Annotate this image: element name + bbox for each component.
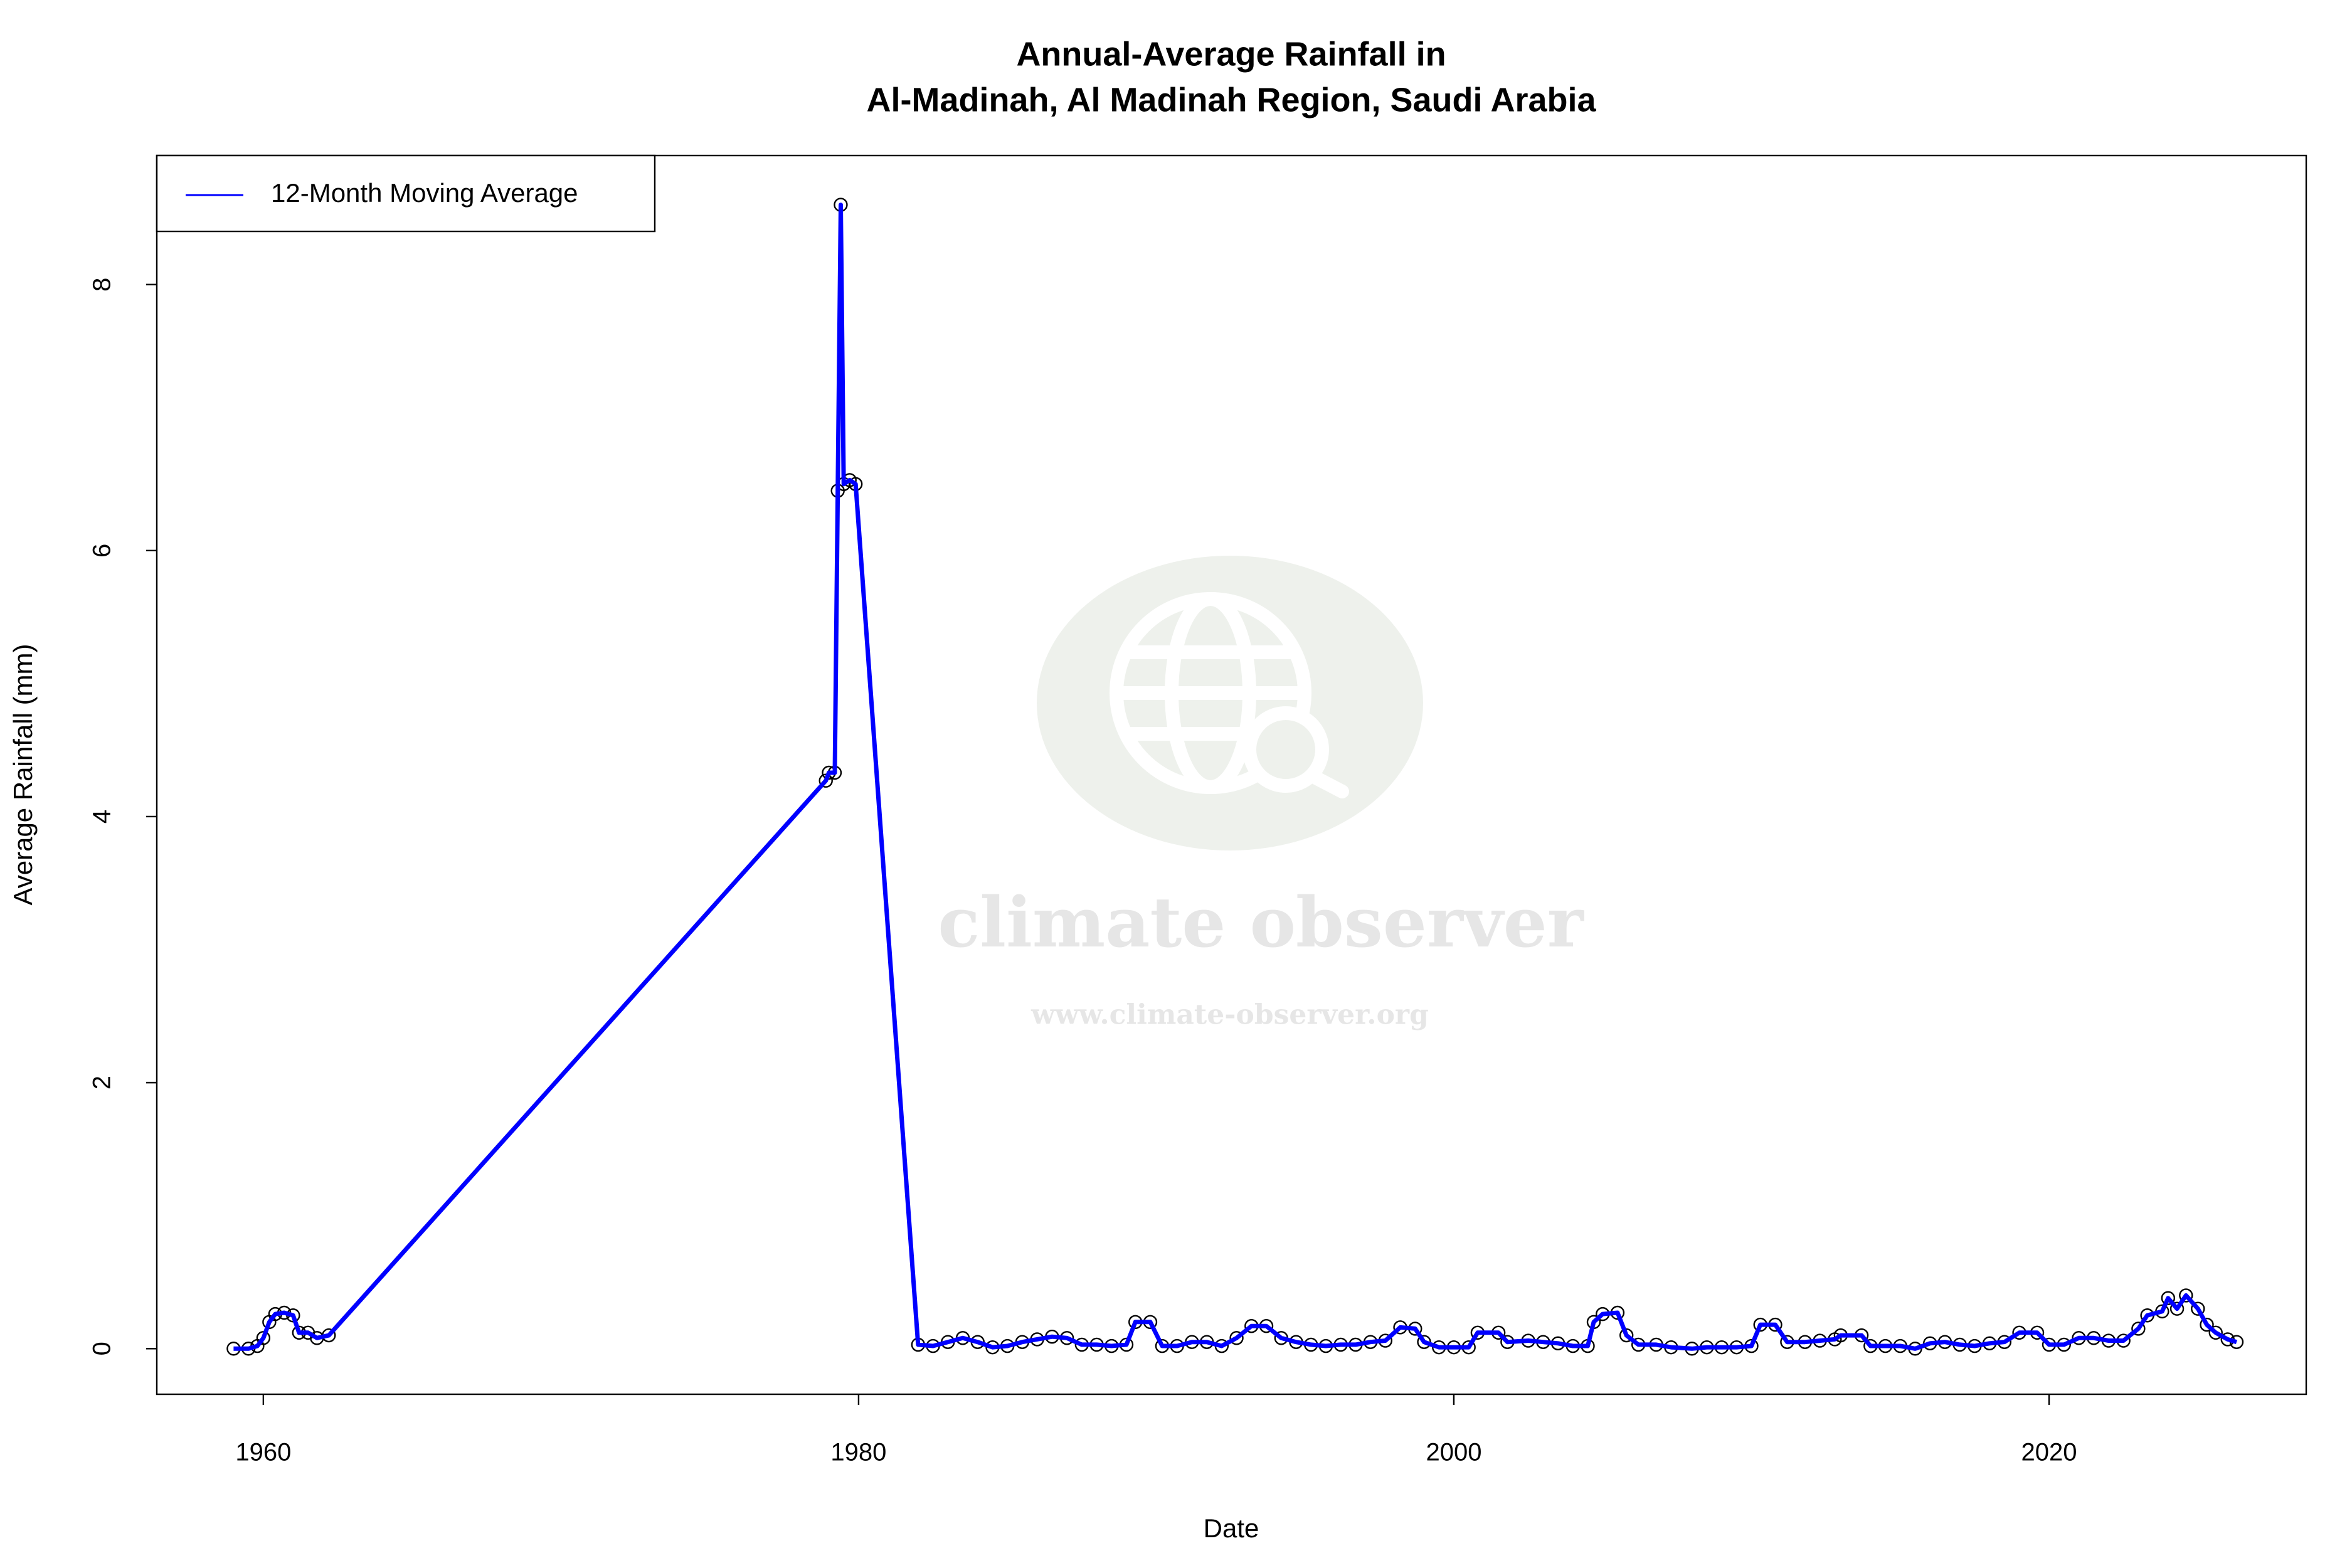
watermark-globe — [1110, 592, 1349, 798]
y-axis-label: Average Rainfall (mm) — [8, 644, 38, 905]
x-tick-label: 1980 — [830, 1439, 886, 1466]
data-line — [233, 203, 2238, 1351]
data-point — [1229, 1331, 1244, 1345]
data-point — [2169, 1301, 2185, 1316]
data-point — [2208, 1325, 2223, 1340]
watermark-url: www.climate-observer.org — [1030, 999, 1429, 1031]
chart-title: Al-Madinah, Al Madinah Region, Saudi Ara… — [866, 81, 1596, 119]
plot-frame — [156, 154, 2307, 1396]
y-tick-label: 0 — [88, 1342, 116, 1355]
x-axis-label: Date — [1204, 1513, 1259, 1543]
watermark: climate observer www.climate-observer.or… — [938, 556, 1585, 1031]
watermark-title: climate observer — [938, 882, 1584, 963]
x-tick-label: 1960 — [235, 1439, 291, 1466]
y-tick-label: 6 — [88, 544, 116, 558]
x-tick-label: 2020 — [2021, 1439, 2077, 1466]
data-point — [2200, 1317, 2214, 1332]
legend-box — [156, 154, 656, 233]
legend: 12-Month Moving Average — [156, 154, 656, 233]
data-point — [1619, 1328, 1634, 1343]
chart-title: Annual-Average Rainfall in — [1016, 35, 1446, 73]
legend-label: 12-Month Moving Average — [271, 178, 578, 208]
y-tick-label: 2 — [88, 1076, 116, 1089]
data-point — [818, 773, 833, 788]
data-point — [2191, 1301, 2205, 1316]
y-tick-label: 8 — [88, 278, 116, 292]
data-point — [256, 1331, 271, 1345]
data-point — [2179, 1288, 2193, 1303]
data-point — [2161, 1291, 2176, 1305]
data-point — [2131, 1322, 2146, 1336]
x-tick-label: 2000 — [1426, 1439, 1481, 1466]
y-tick-label: 4 — [88, 810, 116, 824]
